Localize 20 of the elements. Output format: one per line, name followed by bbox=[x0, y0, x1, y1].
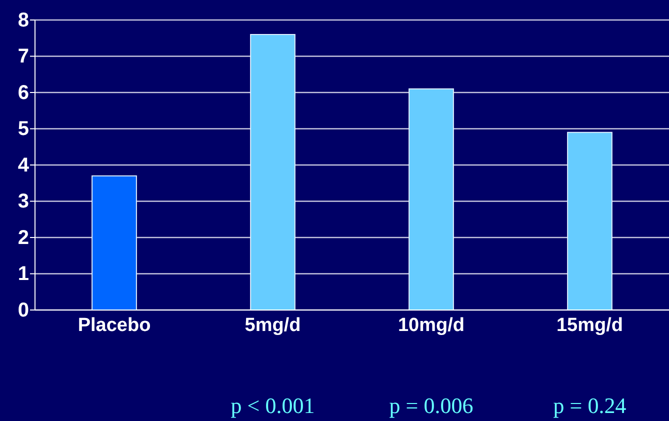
y-tick-label: 8 bbox=[18, 9, 29, 32]
y-tick-label: 4 bbox=[18, 154, 30, 176]
bar bbox=[92, 175, 137, 310]
text: p < 0.001 bbox=[230, 393, 315, 418]
x-tick-label: 5mg/d bbox=[244, 315, 301, 336]
text: p = 0.24 bbox=[553, 393, 626, 418]
x-tick-label: 15mg/d bbox=[556, 315, 624, 336]
bar bbox=[250, 34, 296, 310]
bar bbox=[567, 132, 612, 310]
y-tick-label: 0 bbox=[18, 299, 29, 322]
text: p = 0.006 bbox=[389, 393, 474, 418]
y-tick-label: 2 bbox=[18, 226, 29, 249]
y-tick-label: 1 bbox=[18, 263, 29, 286]
y-tick-label: 5 bbox=[18, 118, 29, 140]
bar bbox=[408, 88, 454, 310]
y-tick-label: 3 bbox=[18, 190, 29, 213]
x-tick-label: Placebo bbox=[78, 315, 151, 336]
y-tick-label: 6 bbox=[18, 82, 29, 104]
x-tick-label: 10mg/d bbox=[398, 315, 465, 336]
y-tick-label: 7 bbox=[18, 46, 29, 68]
